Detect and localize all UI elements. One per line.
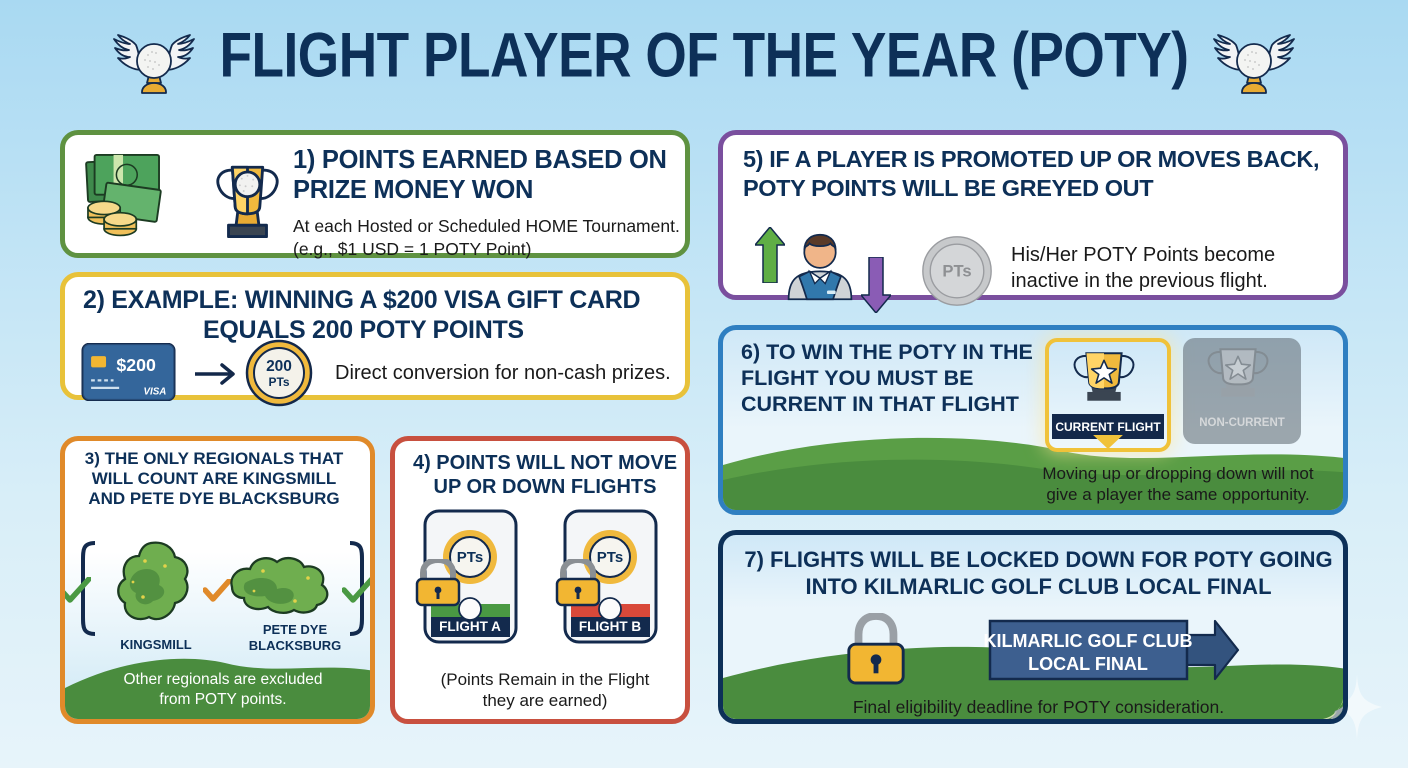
svg-text:LOCAL FINAL: LOCAL FINAL — [1028, 654, 1148, 674]
svg-text:FLIGHT A: FLIGHT A — [439, 619, 501, 634]
svg-text:PTs: PTs — [268, 375, 289, 389]
svg-text:KILMARLIC GOLF CLUB: KILMARLIC GOLF CLUB — [984, 631, 1193, 651]
svg-text:FLIGHT B: FLIGHT B — [579, 619, 641, 634]
svg-text:PTs: PTs — [942, 262, 971, 281]
svg-text:VISA: VISA — [143, 386, 166, 397]
svg-text:200: 200 — [266, 358, 292, 375]
svg-text:$200: $200 — [116, 355, 156, 375]
